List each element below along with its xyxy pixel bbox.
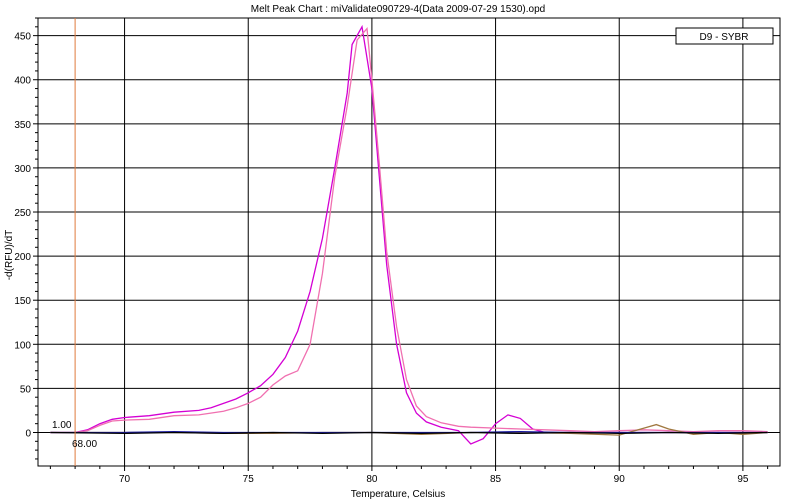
x-axis-label: Temperature, Celsius [351,489,445,500]
y-axis-label: -d(RFU)/dT [4,230,15,281]
plot-border [37,17,781,467]
x-tick-label: 70 [119,474,131,485]
y-tick-label: 150 [14,296,31,307]
y-tick-label: 400 [14,76,31,87]
cursor-y-value: 1.00 [52,420,72,431]
x-tick-label: 95 [737,474,749,485]
plot-area: 70 75 80 85 90 95 0 50 100 150 200 250 300 350 400 450 [14,17,781,485]
chart-title: Melt Peak Chart : miValidate090729-4(Dat… [251,4,545,15]
legend-box [675,27,774,45]
y-tick-label: 250 [14,208,31,219]
y-tick-label: 450 [14,32,31,43]
x-tick-label: 90 [614,474,626,485]
x-tick-label: 80 [366,474,378,485]
y-tick-label: 350 [14,120,31,131]
x-tick-label: 75 [243,474,255,485]
legend-entry: D9 - SYBR [700,32,749,43]
series-line [50,27,768,434]
cursor-x-value: 68.00 [72,439,97,450]
series-line [50,431,768,435]
x-tick-label: 85 [490,474,502,485]
y-tick-label: 300 [14,164,31,175]
y-tick-label: 50 [20,384,32,395]
legend: D9 - SYBR [675,27,774,45]
y-tick-label: 100 [14,340,31,351]
y-tick-label: 200 [14,252,31,263]
y-tick-label: 0 [25,428,31,439]
